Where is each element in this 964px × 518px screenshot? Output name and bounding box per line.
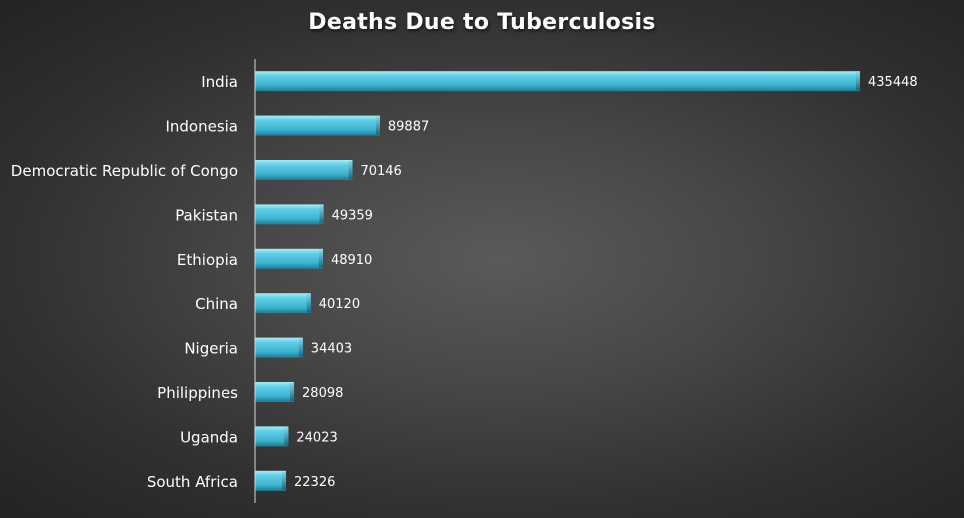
bar-india xyxy=(255,71,860,92)
category-label: Uganda xyxy=(180,428,238,446)
bar-end-cap xyxy=(306,294,311,313)
bar-end-cap xyxy=(290,383,295,401)
bar-ethiopia xyxy=(255,248,323,269)
data-label: 22326 xyxy=(294,475,335,490)
bar-end-cap xyxy=(282,471,287,490)
category-label: China xyxy=(195,295,238,313)
data-label: 40120 xyxy=(319,297,360,312)
category-label: India xyxy=(201,73,238,91)
data-label: 89887 xyxy=(388,120,429,135)
bar-uganda xyxy=(255,426,289,447)
bar-philippines xyxy=(255,382,295,402)
bar-end-cap xyxy=(375,116,380,135)
bar-end-cap xyxy=(348,161,353,179)
category-label: South Africa xyxy=(147,473,238,491)
category-label: Indonesia xyxy=(165,118,238,136)
data-label: 49359 xyxy=(332,208,373,223)
category-label: Pakistan xyxy=(175,206,238,224)
category-label: Philippines xyxy=(157,384,238,402)
bar-end-cap xyxy=(298,338,303,357)
bar-south-africa xyxy=(255,470,287,491)
bar-indonesia xyxy=(255,115,380,136)
bars-group: India 435448 Indonesia 89887 Democratic Repu… xyxy=(11,71,918,491)
data-label: 24023 xyxy=(296,430,337,445)
bar-china xyxy=(255,293,311,314)
bar-pakistan xyxy=(255,204,324,225)
bar-end-cap xyxy=(284,427,289,446)
data-label: 435448 xyxy=(868,75,918,90)
category-label: Democratic Republic of Congo xyxy=(11,162,238,180)
bar-democratic-republic-of-congo xyxy=(255,160,353,180)
bar-end-cap xyxy=(319,205,324,224)
data-label: 70146 xyxy=(360,164,401,179)
data-label: 48910 xyxy=(331,253,372,268)
chart-title: Deaths Due to Tuberculosis xyxy=(308,10,656,35)
bar-nigeria xyxy=(255,337,303,358)
data-label: 28098 xyxy=(302,386,343,401)
data-label: 34403 xyxy=(311,342,352,357)
category-label: Ethiopia xyxy=(177,251,238,269)
category-label: Nigeria xyxy=(184,340,238,358)
bar-end-cap xyxy=(856,72,860,91)
bar-end-cap xyxy=(318,249,323,268)
